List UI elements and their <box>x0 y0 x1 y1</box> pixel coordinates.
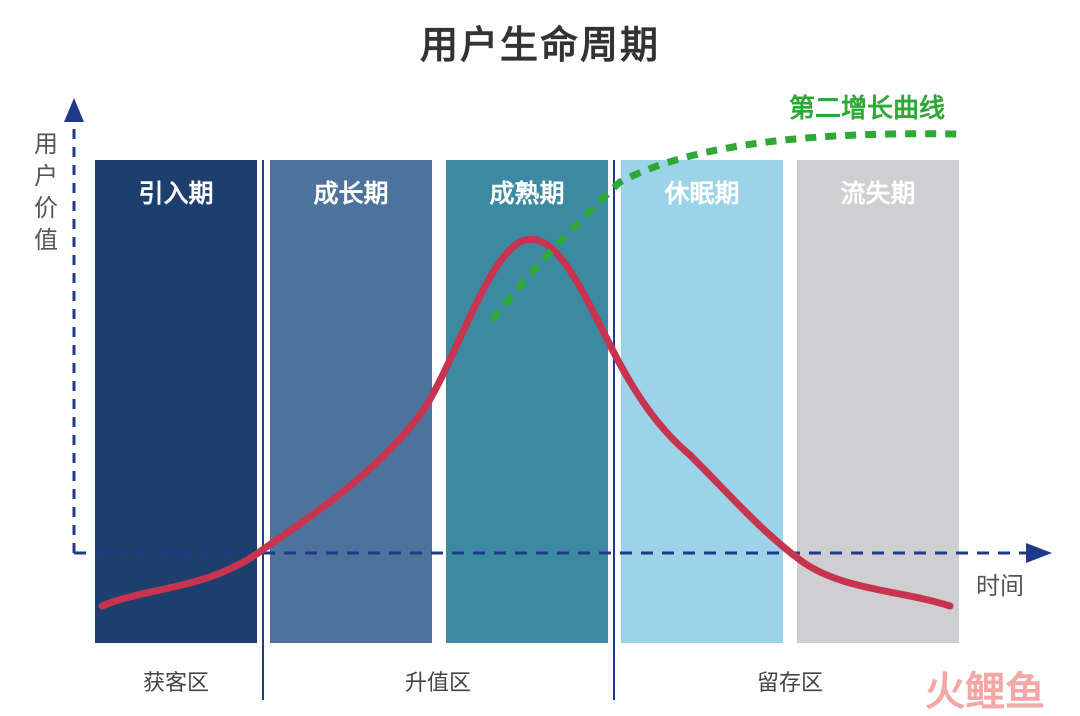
y-axis-label-char-4: 值 <box>34 226 58 254</box>
zone-label-acquisition: 获客区 <box>143 671 209 696</box>
stage-label-intro: 引入期 <box>138 179 213 208</box>
second-growth-curve <box>489 130 959 323</box>
diagram-title: 用户生命周期 <box>419 23 660 67</box>
stage-label-dormant: 休眠期 <box>663 179 739 208</box>
x-axis-arrow-icon <box>1026 543 1052 563</box>
stage-column-mature <box>446 160 608 643</box>
zone-label-value-increase: 升值区 <box>405 671 471 696</box>
stage-label-mature: 成熟期 <box>489 179 564 208</box>
y-axis-label-char-1: 用 <box>34 130 58 158</box>
y-axis-label-char-2: 户 <box>34 162 58 190</box>
y-axis-arrow-icon <box>64 98 84 122</box>
zone-label-retention: 留存区 <box>757 671 823 696</box>
stage-column-churn <box>797 160 959 643</box>
y-axis-label-char-3: 价 <box>34 194 58 222</box>
stage-column-dormant <box>621 160 783 643</box>
stage-label-churn: 流失期 <box>840 179 915 208</box>
watermark-logo: 火鲤鱼 <box>925 669 1045 715</box>
second-growth-curve-label: 第二增长曲线 <box>789 93 945 124</box>
stage-column-growth <box>270 160 432 643</box>
lifecycle-curve <box>98 235 954 610</box>
stage-label-growth: 成长期 <box>313 179 388 208</box>
x-axis-label: 时间 <box>976 572 1024 600</box>
stage-column-intro <box>95 160 257 643</box>
